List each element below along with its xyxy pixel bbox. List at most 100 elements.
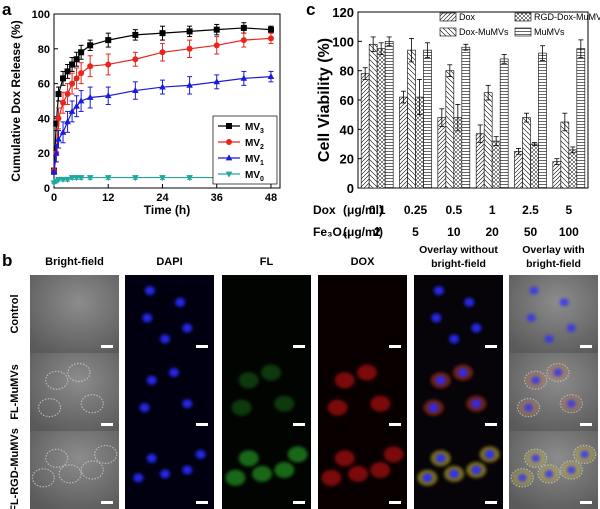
dox-signal <box>321 469 342 486</box>
data-point <box>267 35 274 42</box>
data-point <box>213 78 221 85</box>
data-point <box>159 175 166 182</box>
data-point <box>226 139 232 145</box>
nucleus <box>531 376 541 385</box>
data-point <box>68 175 76 182</box>
nucleus <box>139 403 150 413</box>
y-tick-label: 40 <box>38 113 50 125</box>
cell-outline <box>516 398 541 418</box>
chart-a-legend: MV3 MV2 MV1 MV0 <box>218 122 264 183</box>
micrograph-r1-c3 <box>318 353 407 431</box>
data-point <box>186 81 193 88</box>
data-point <box>132 56 139 63</box>
column-header-line: bright-field <box>431 258 486 270</box>
series-line <box>53 76 271 173</box>
cell-outline <box>80 394 104 414</box>
cell-outline <box>524 370 548 390</box>
nucleus <box>526 313 536 322</box>
data-point <box>132 31 139 38</box>
nucleus <box>422 473 433 483</box>
data-point <box>213 42 220 49</box>
data-point <box>50 168 58 175</box>
cell-outline <box>524 448 548 468</box>
data-point <box>105 37 112 44</box>
column-header-2: FL <box>260 256 274 268</box>
data-point <box>225 154 233 161</box>
data-point <box>104 92 112 99</box>
column-header-line: DOX <box>351 256 376 268</box>
chart-c-ylabel: Cell Viability (%) <box>316 38 333 162</box>
release-chart: 0 12 24 36 48 0 20 40 60 80 100 MV3 MV2 MV1 MV0 Time … <box>9 9 281 217</box>
data-point <box>186 175 193 182</box>
legend-entry-rgd-dox-mumvs: RGD-Dox-MuMVs <box>514 12 600 22</box>
micrograph-background <box>30 431 119 509</box>
data-point <box>55 115 62 122</box>
bar <box>445 70 455 189</box>
column-header-line: Bright-field <box>45 256 104 268</box>
micrograph-background <box>414 353 503 431</box>
nucleus <box>580 450 590 459</box>
row-value: 1 <box>489 203 496 217</box>
nucleus <box>484 449 495 459</box>
micrograph-tiles <box>30 275 598 509</box>
data-point <box>186 45 193 52</box>
data-point <box>105 61 112 68</box>
scale-bar <box>293 501 305 504</box>
data-point <box>159 49 166 56</box>
micrograph-row-headers: Control FL-MuMVs FL-RGD-MuMVs <box>9 294 21 509</box>
data-point <box>59 176 67 183</box>
series-line <box>53 176 271 184</box>
data-point <box>240 74 248 81</box>
bar <box>360 73 370 189</box>
cell-outline <box>537 464 561 484</box>
data-point <box>87 63 94 70</box>
legend-entry-mv3: MV3 <box>218 122 264 135</box>
micrograph-background <box>509 275 598 353</box>
chart-a-xlabel: Time (h) <box>144 203 190 217</box>
data-point <box>78 70 85 77</box>
nucleus <box>544 469 554 478</box>
y-tick-label: 100 <box>32 9 50 21</box>
bar <box>530 143 539 189</box>
data-point <box>55 176 62 183</box>
chart-a-axes: 0 12 24 36 48 0 20 40 60 80 100 <box>32 9 277 204</box>
column-header-5: Overlay with bright-field <box>522 244 584 270</box>
data-point <box>64 68 71 75</box>
nucleus <box>544 334 554 343</box>
micrograph-background <box>30 353 119 431</box>
data-point <box>73 56 80 63</box>
bar <box>423 49 432 189</box>
micrograph-grid: Bright-field DAPI FL DOX Overlay without brig… <box>9 244 598 509</box>
y-tick-label: 80 <box>38 44 50 56</box>
nucleus <box>133 473 144 483</box>
data-point <box>213 26 220 33</box>
data-point <box>59 128 67 135</box>
data-point <box>240 24 247 31</box>
row-value: 20 <box>485 225 499 239</box>
scale-bar <box>101 345 113 348</box>
data-point <box>78 49 85 56</box>
fl-signal <box>238 450 259 467</box>
scale-bar <box>196 501 208 504</box>
bar <box>552 161 562 189</box>
fl-signal <box>287 446 308 463</box>
data-point <box>55 91 62 98</box>
scale-bar <box>293 423 305 426</box>
micrograph-r2-c5 <box>509 431 598 509</box>
nucleus <box>433 286 444 296</box>
micrograph-r2-c4 <box>414 431 503 509</box>
data-point <box>52 149 60 156</box>
column-header-1: DAPI <box>156 256 182 268</box>
scale-bar <box>101 501 113 504</box>
nucleus <box>175 297 186 307</box>
nucleus <box>168 368 179 377</box>
micrograph-r0-c5 <box>509 275 598 353</box>
series-mv2 <box>51 32 274 174</box>
y-tick-label: 40 <box>340 122 354 137</box>
data-point <box>68 107 76 114</box>
legend-label: Dox <box>459 12 476 22</box>
micrograph-background <box>222 275 311 353</box>
